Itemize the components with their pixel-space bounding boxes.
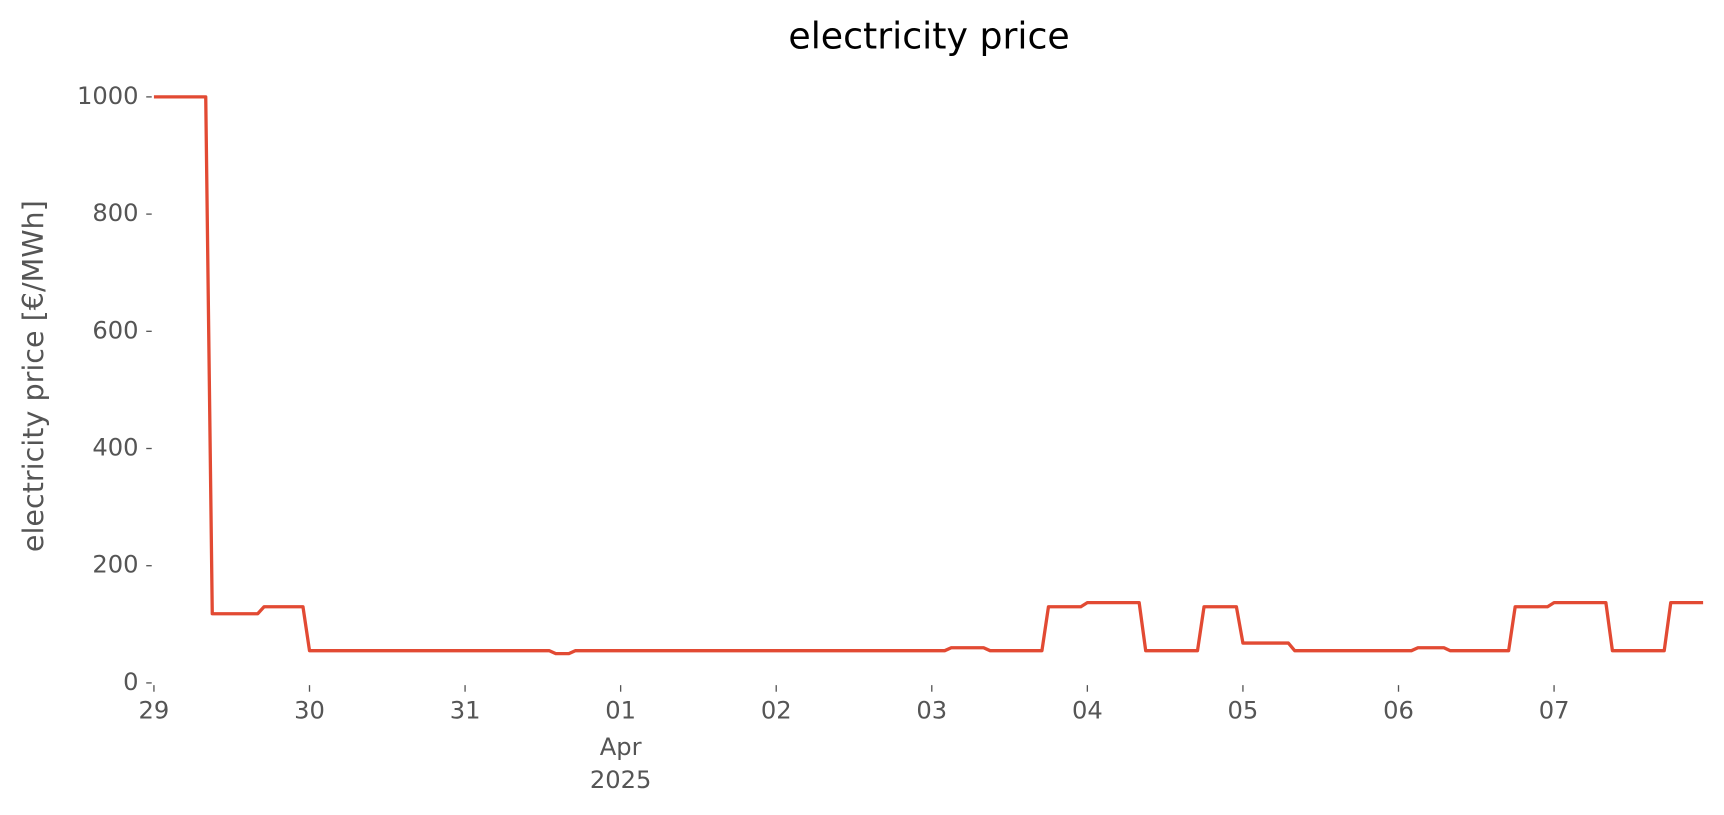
x-tick-label: 04 — [1072, 697, 1103, 725]
y-tick-label: 600 — [92, 316, 138, 344]
x-tick-label: 31 — [450, 697, 481, 725]
y-tick-label: 800 — [92, 199, 138, 227]
line-series — [153, 95, 1704, 656]
y-tick-label: 400 — [92, 434, 138, 462]
x-tick-sublabel: 2025 — [590, 766, 652, 794]
x-tick-label: 30 — [294, 697, 325, 725]
chart-title: electricity price — [788, 15, 1069, 58]
x-tick-label: 29 — [139, 697, 170, 725]
x-tick-label: 06 — [1383, 697, 1414, 725]
x-tick-label: 05 — [1228, 697, 1259, 725]
x-tick-label: 07 — [1539, 697, 1570, 725]
x-tick-sublabel: Apr — [600, 733, 642, 761]
y-axis-label: electricity price [€/MWh] — [16, 200, 50, 552]
x-tick-label: 01 — [605, 697, 636, 725]
y-tick-label: 1000 — [77, 82, 139, 110]
x-tick-label: 02 — [761, 697, 792, 725]
y-tick-label: 0 — [123, 668, 138, 696]
y-tick-label: 200 — [92, 551, 138, 579]
x-tick-label: 03 — [916, 697, 947, 725]
